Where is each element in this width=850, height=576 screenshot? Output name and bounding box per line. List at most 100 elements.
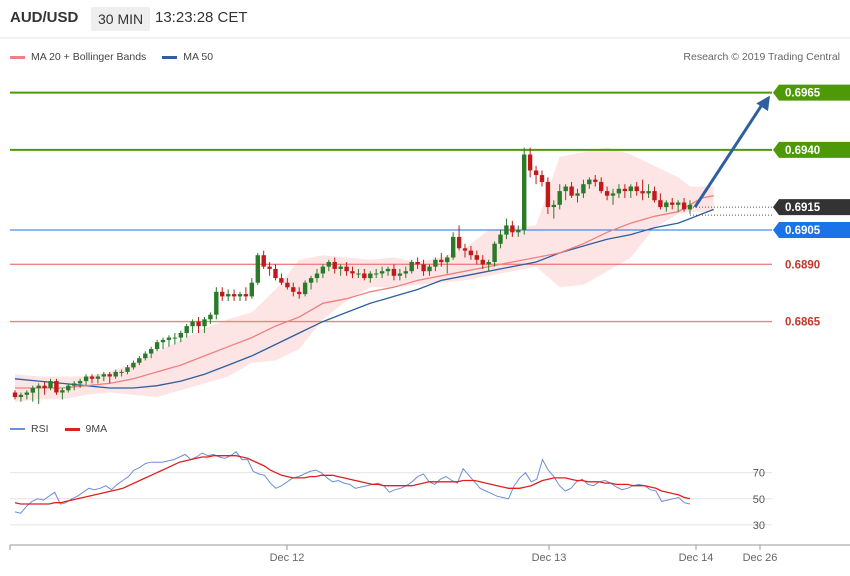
candle-body: [385, 268, 391, 272]
candle-body: [510, 225, 515, 233]
candle-body: [172, 337, 178, 339]
candle-body: [593, 179, 598, 182]
candle-body: [302, 282, 308, 295]
candle-body: [640, 191, 645, 194]
candle-body: [202, 319, 207, 327]
price-tag-0.6890: 0.6890: [785, 259, 820, 271]
candle-body: [226, 294, 231, 297]
candle-body: [137, 358, 142, 363]
candle-body: [77, 381, 83, 384]
candle-body: [131, 362, 136, 368]
candle-body: [622, 188, 628, 192]
candle-body: [320, 266, 326, 274]
candle-body: [397, 273, 403, 276]
candle-body: [18, 394, 24, 398]
candle-body: [60, 390, 65, 393]
candle-body: [415, 262, 420, 265]
x-tick-2: Dec 14: [679, 545, 714, 564]
rsi-tick-label: 70: [753, 468, 765, 480]
candle-body: [356, 273, 361, 275]
candle-body: [291, 287, 296, 292]
x-tick-label: Dec 12: [270, 552, 305, 564]
candle-body: [273, 268, 278, 279]
candle-body: [474, 255, 479, 260]
candle-body: [545, 181, 551, 208]
candle-body: [587, 179, 592, 185]
candle-body: [504, 225, 509, 235]
candle-body: [610, 193, 616, 196]
candle-body: [24, 392, 29, 395]
candle-body: [101, 374, 106, 377]
candle-body: [522, 154, 527, 230]
candle-body: [362, 273, 367, 279]
candle-body: [575, 193, 580, 196]
candle-body: [403, 271, 408, 274]
candle-body: [439, 259, 444, 263]
x-tick-label: Dec 26: [743, 552, 778, 564]
candle-body: [563, 186, 568, 192]
research-credit: Research © 2019 Trading Central: [683, 51, 840, 63]
candle-body: [533, 170, 539, 176]
rsi-ma-legend-swatch: [64, 427, 80, 431]
x-tick-label: Dec 14: [679, 552, 714, 564]
candle-body: [498, 234, 503, 244]
candle-body: [338, 266, 343, 269]
candle-body: [285, 282, 290, 288]
candle-body: [445, 257, 450, 263]
candle-body: [89, 376, 95, 379]
price-tag-label: 0.6965: [785, 88, 821, 100]
candle-body: [374, 273, 379, 275]
ma20-legend-label: MA 20 + Bollinger Bands: [31, 51, 147, 63]
candle-body: [599, 181, 604, 192]
candle-body: [255, 255, 260, 283]
candle-body: [492, 243, 497, 262]
candle-body: [12, 392, 18, 398]
candle-body: [166, 337, 172, 340]
x-tick-3: Dec 26: [743, 545, 778, 564]
timeframe-selector[interactable]: 30 MIN: [91, 7, 151, 31]
candle-body: [83, 376, 89, 382]
candle-body: [154, 342, 160, 350]
candle-body: [113, 371, 118, 377]
candle-body: [297, 291, 302, 295]
ma50-legend-label: MA 50: [183, 51, 214, 63]
candle-body: [658, 200, 663, 208]
candles-group: [12, 147, 693, 404]
candle-body: [208, 314, 213, 320]
price-tag-0.6940: 0.6940: [773, 141, 850, 158]
candle-body: [249, 282, 254, 297]
candle-body: [664, 202, 669, 208]
x-tick-0: Dec 12: [270, 545, 305, 564]
candle-body: [261, 255, 266, 267]
price-tag-bg: [773, 199, 850, 216]
candle-body: [149, 349, 154, 354]
candle-body: [451, 236, 456, 258]
timestamp-label: 13:23:28 CET: [155, 9, 248, 26]
candle-body: [634, 186, 639, 192]
candle-body: [160, 339, 166, 343]
candle-body: [214, 291, 219, 315]
candle-body: [279, 278, 284, 283]
candle-body: [557, 191, 562, 205]
candle-body: [30, 388, 35, 393]
price-tag-bg: [773, 141, 850, 158]
candle-body: [36, 385, 41, 388]
ma20-line: [15, 195, 714, 389]
ma20-legend-swatch: [10, 55, 25, 59]
candle-body: [480, 259, 485, 265]
candle-body: [462, 248, 468, 251]
candle-body: [125, 367, 130, 372]
price-tag-bg: [773, 222, 850, 238]
candle-body: [54, 381, 59, 393]
price-tag-label: 0.6865: [785, 317, 821, 329]
price-tag-label: 0.6940: [785, 145, 820, 157]
candle-body: [681, 202, 687, 210]
candle-body: [456, 236, 462, 249]
rsi-legend-label: RSI: [31, 423, 49, 435]
rsi-tick-50: 50: [10, 494, 772, 506]
candle-body: [42, 385, 47, 388]
chart-header: AUD/USD 30 MIN 13:23:28 CET: [0, 0, 850, 38]
candle-body: [326, 262, 331, 267]
candle-body: [48, 381, 53, 388]
